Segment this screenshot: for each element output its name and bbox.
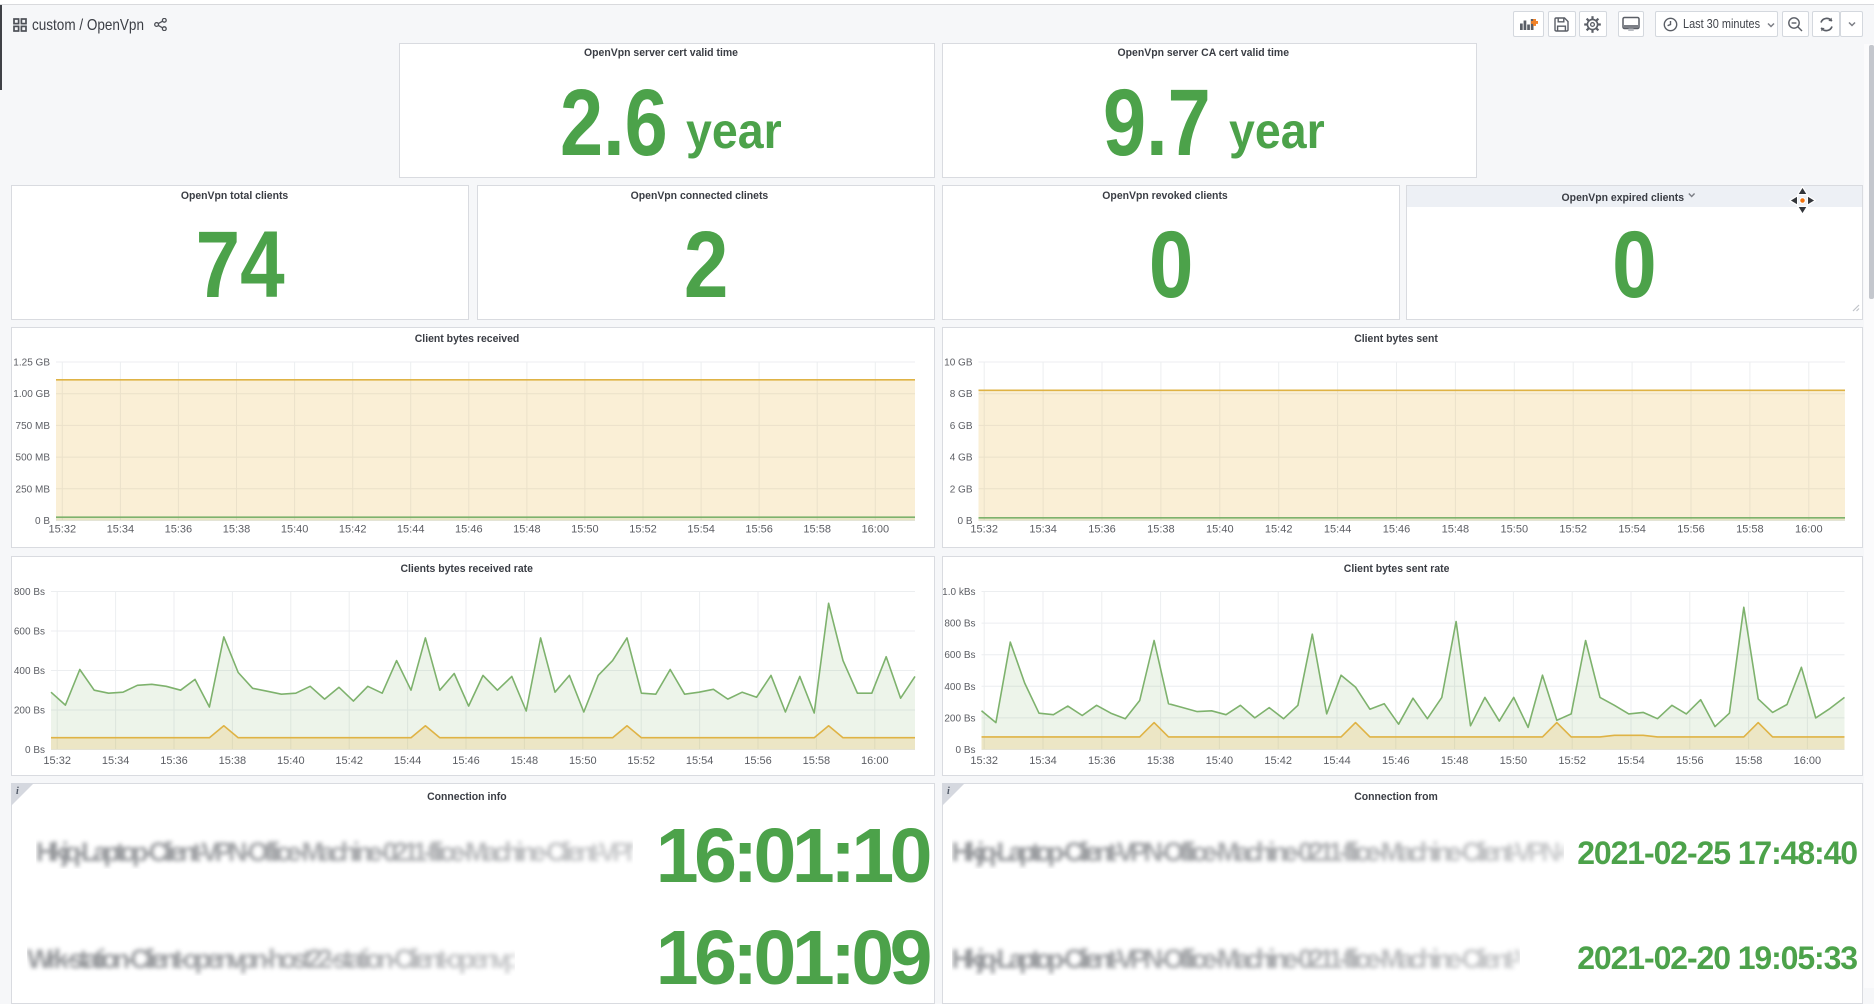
svg-text:15:50: 15:50 [1500,524,1528,536]
svg-text:15:36: 15:36 [1088,524,1116,536]
svg-text:15:38: 15:38 [223,524,251,536]
svg-text:15:46: 15:46 [452,755,480,767]
svg-text:15:32: 15:32 [970,524,998,536]
svg-text:15:46: 15:46 [1382,524,1410,536]
svg-text:15:40: 15:40 [281,524,309,536]
svg-text:600 Bs: 600 Bs [14,626,45,637]
svg-text:800 Bs: 800 Bs [14,587,45,598]
svg-text:10 GB: 10 GB [944,358,973,369]
svg-text:15:52: 15:52 [629,524,657,536]
svg-text:15:34: 15:34 [102,755,130,767]
svg-text:15:54: 15:54 [1618,524,1646,536]
svg-text:15:38: 15:38 [1147,524,1175,536]
svg-text:15:34: 15:34 [107,524,135,536]
svg-text:15:44: 15:44 [1323,524,1351,536]
svg-text:15:32: 15:32 [43,755,71,767]
svg-text:0 B: 0 B [35,516,50,527]
svg-text:15:36: 15:36 [1088,755,1116,767]
svg-text:1.25 GB: 1.25 GB [13,358,50,369]
svg-text:15:46: 15:46 [455,524,483,536]
svg-text:15:36: 15:36 [160,755,188,767]
svg-text:15:58: 15:58 [803,755,831,767]
svg-text:400 Bs: 400 Bs [944,681,975,692]
svg-text:15:40: 15:40 [277,755,305,767]
svg-text:15:56: 15:56 [1676,755,1704,767]
svg-text:15:38: 15:38 [219,755,247,767]
svg-text:0 Bs: 0 Bs [25,745,45,756]
svg-text:15:44: 15:44 [394,755,422,767]
svg-text:200 Bs: 200 Bs [944,713,975,724]
svg-text:15:36: 15:36 [165,524,193,536]
svg-text:15:52: 15:52 [1559,524,1587,536]
svg-text:i: i [947,786,950,797]
svg-text:15:48: 15:48 [1441,524,1469,536]
svg-text:500 MB: 500 MB [16,453,51,464]
svg-text:15:56: 15:56 [1677,524,1705,536]
svg-text:15:58: 15:58 [1734,755,1762,767]
svg-text:200 Bs: 200 Bs [14,705,45,716]
svg-text:15:54: 15:54 [686,755,714,767]
svg-text:15:48: 15:48 [513,524,541,536]
svg-text:15:42: 15:42 [339,524,367,536]
svg-text:15:46: 15:46 [1382,755,1410,767]
svg-text:15:42: 15:42 [1264,524,1292,536]
svg-text:16:00: 16:00 [1795,524,1823,536]
svg-text:1.0 kBs: 1.0 kBs [943,587,976,598]
svg-text:0 B: 0 B [957,516,972,527]
svg-text:600 Bs: 600 Bs [944,650,975,661]
svg-text:2 GB: 2 GB [949,484,972,495]
svg-text:15:32: 15:32 [970,755,998,767]
svg-text:15:48: 15:48 [1440,755,1468,767]
svg-text:15:50: 15:50 [571,524,599,536]
svg-text:15:56: 15:56 [745,524,773,536]
svg-text:750 MB: 750 MB [16,421,51,432]
svg-text:15:56: 15:56 [744,755,772,767]
svg-text:16:00: 16:00 [862,524,890,536]
svg-text:16:00: 16:00 [1793,755,1821,767]
svg-text:15:38: 15:38 [1146,755,1174,767]
svg-text:6 GB: 6 GB [949,421,972,432]
svg-text:250 MB: 250 MB [16,484,51,495]
svg-text:16:00: 16:00 [861,755,889,767]
svg-text:15:32: 15:32 [49,524,77,536]
svg-text:8 GB: 8 GB [949,389,972,400]
svg-text:15:58: 15:58 [803,524,831,536]
svg-text:15:54: 15:54 [687,524,715,536]
svg-text:1.00 GB: 1.00 GB [13,389,50,400]
svg-text:15:52: 15:52 [627,755,655,767]
svg-text:15:42: 15:42 [1264,755,1292,767]
svg-text:15:42: 15:42 [335,755,363,767]
svg-text:15:34: 15:34 [1029,524,1057,536]
svg-text:i: i [16,786,19,797]
svg-text:15:48: 15:48 [511,755,539,767]
svg-text:800 Bs: 800 Bs [944,618,975,629]
svg-text:15:50: 15:50 [569,755,597,767]
svg-text:15:40: 15:40 [1205,755,1233,767]
svg-text:15:40: 15:40 [1206,524,1234,536]
svg-text:15:44: 15:44 [397,524,425,536]
svg-text:15:50: 15:50 [1499,755,1527,767]
svg-text:15:44: 15:44 [1323,755,1351,767]
svg-text:15:52: 15:52 [1558,755,1586,767]
svg-text:15:34: 15:34 [1029,755,1057,767]
svg-text:4 GB: 4 GB [949,453,972,464]
svg-text:0 Bs: 0 Bs [955,745,975,756]
svg-text:400 Bs: 400 Bs [14,666,45,677]
svg-text:15:54: 15:54 [1617,755,1645,767]
svg-text:15:58: 15:58 [1736,524,1764,536]
